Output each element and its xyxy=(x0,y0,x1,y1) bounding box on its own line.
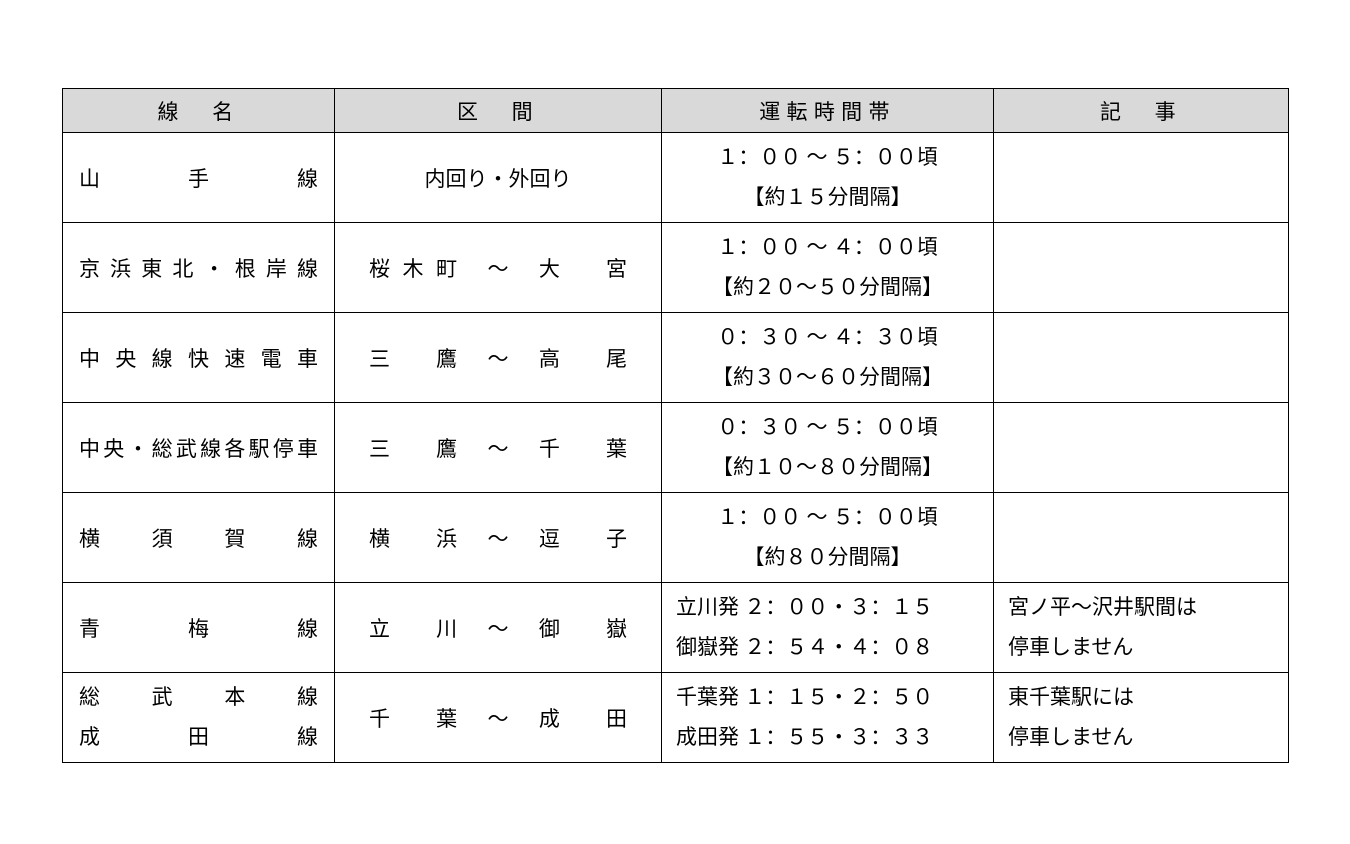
line-name-2: 成田線 xyxy=(63,718,334,758)
cell-notes: 東千葉駅には 停車しません xyxy=(994,673,1289,763)
cell-line: 中央線快速電車 xyxy=(63,313,335,403)
cell-line: 横須賀線 xyxy=(63,493,335,583)
hours-line-1: ０：３０ ～ ４：３０頃 xyxy=(672,318,983,358)
notes-line-1: 宮ノ平～沢井駅間は xyxy=(1008,588,1278,628)
cell-hours: １：００ ～ ５：００頃 【約８０分間隔】 xyxy=(662,493,994,583)
hours-line-2: 御嶽発 ２：５４・４：０８ xyxy=(676,628,983,668)
hours-line-2: 【約２０～５０分間隔】 xyxy=(672,268,983,308)
cell-hours: １：００ ～ ４：００頃 【約２０～５０分間隔】 xyxy=(662,223,994,313)
cell-line: 青梅線 xyxy=(63,583,335,673)
cell-hours: １：００ ～ ５：００頃 【約１５分間隔】 xyxy=(662,133,994,223)
hours-line-1: １：００ ～ ５：００頃 xyxy=(672,498,983,538)
cell-line: 京浜東北・根岸線 xyxy=(63,223,335,313)
table-row: 横須賀線 横 浜 ～ 逗 子 １：００ ～ ５：００頃 【約８０分間隔】 xyxy=(63,493,1289,583)
notes-line-2: 停車しません xyxy=(1008,718,1278,758)
hours-line-2: 【約１０～８０分間隔】 xyxy=(672,448,983,488)
col-header-notes: 記 事 xyxy=(994,89,1289,133)
cell-section: 千 葉 ～ 成 田 xyxy=(335,673,662,763)
hours-line-2: 【約８０分間隔】 xyxy=(672,538,983,578)
cell-line: 中央・総武線各駅停車 xyxy=(63,403,335,493)
table-row: 青梅線 立 川 ～ 御 嶽 立川発 ２：００・３：１５ 御嶽発 ２：５４・４：０… xyxy=(63,583,1289,673)
cell-section: 三 鷹 ～ 千 葉 xyxy=(335,403,662,493)
hours-line-2: 【約１５分間隔】 xyxy=(672,178,983,218)
cell-hours: ０：３０ ～ ５：００頃 【約１０～８０分間隔】 xyxy=(662,403,994,493)
table-row: 山手線 内回り・外回り １：００ ～ ５：００頃 【約１５分間隔】 xyxy=(63,133,1289,223)
cell-notes xyxy=(994,403,1289,493)
cell-section: 桜木町 ～ 大 宮 xyxy=(335,223,662,313)
cell-hours: 立川発 ２：００・３：１５ 御嶽発 ２：５４・４：０８ xyxy=(662,583,994,673)
notes-line-1: 東千葉駅には xyxy=(1008,678,1278,718)
hours-line-1: 千葉発 １：１５・２：５０ xyxy=(676,678,983,718)
cell-notes xyxy=(994,313,1289,403)
col-header-section: 区 間 xyxy=(335,89,662,133)
hours-line-1: １：００ ～ ５：００頃 xyxy=(672,138,983,178)
cell-section: 内回り・外回り xyxy=(335,133,662,223)
table-row: 中央線快速電車 三 鷹 ～ 高 尾 ０：３０ ～ ４：３０頃 【約３０～６０分間… xyxy=(63,313,1289,403)
cell-line: 山手線 xyxy=(63,133,335,223)
cell-section: 三 鷹 ～ 高 尾 xyxy=(335,313,662,403)
hours-line-1: １：００ ～ ４：００頃 xyxy=(672,228,983,268)
cell-section: 横 浜 ～ 逗 子 xyxy=(335,493,662,583)
col-header-hours: 運転時間帯 xyxy=(662,89,994,133)
line-name-1: 総武本線 xyxy=(63,678,334,718)
cell-hours: ０：３０ ～ ４：３０頃 【約３０～６０分間隔】 xyxy=(662,313,994,403)
col-header-line: 線 名 xyxy=(63,89,335,133)
hours-line-1: 立川発 ２：００・３：１５ xyxy=(676,588,983,628)
cell-notes: 宮ノ平～沢井駅間は 停車しません xyxy=(994,583,1289,673)
cell-section: 立 川 ～ 御 嶽 xyxy=(335,583,662,673)
cell-notes xyxy=(994,133,1289,223)
cell-line: 総武本線 成田線 xyxy=(63,673,335,763)
cell-notes xyxy=(994,223,1289,313)
hours-line-1: ０：３０ ～ ５：００頃 xyxy=(672,408,983,448)
hours-line-2: 【約３０～６０分間隔】 xyxy=(672,358,983,398)
table-row: 総武本線 成田線 千 葉 ～ 成 田 千葉発 １：１５・２：５０ 成田発 １：５… xyxy=(63,673,1289,763)
timetable: 線 名 区 間 運転時間帯 記 事 山手線 内回り・外回り １：００ ～ ５：０… xyxy=(62,88,1289,763)
notes-line-2: 停車しません xyxy=(1008,628,1278,668)
cell-hours: 千葉発 １：１５・２：５０ 成田発 １：５５・３：３３ xyxy=(662,673,994,763)
table-header-row: 線 名 区 間 運転時間帯 記 事 xyxy=(63,89,1289,133)
table-row: 中央・総武線各駅停車 三 鷹 ～ 千 葉 ０：３０ ～ ５：００頃 【約１０～８… xyxy=(63,403,1289,493)
cell-notes xyxy=(994,493,1289,583)
table-row: 京浜東北・根岸線 桜木町 ～ 大 宮 １：００ ～ ４：００頃 【約２０～５０分… xyxy=(63,223,1289,313)
hours-line-2: 成田発 １：５５・３：３３ xyxy=(676,718,983,758)
